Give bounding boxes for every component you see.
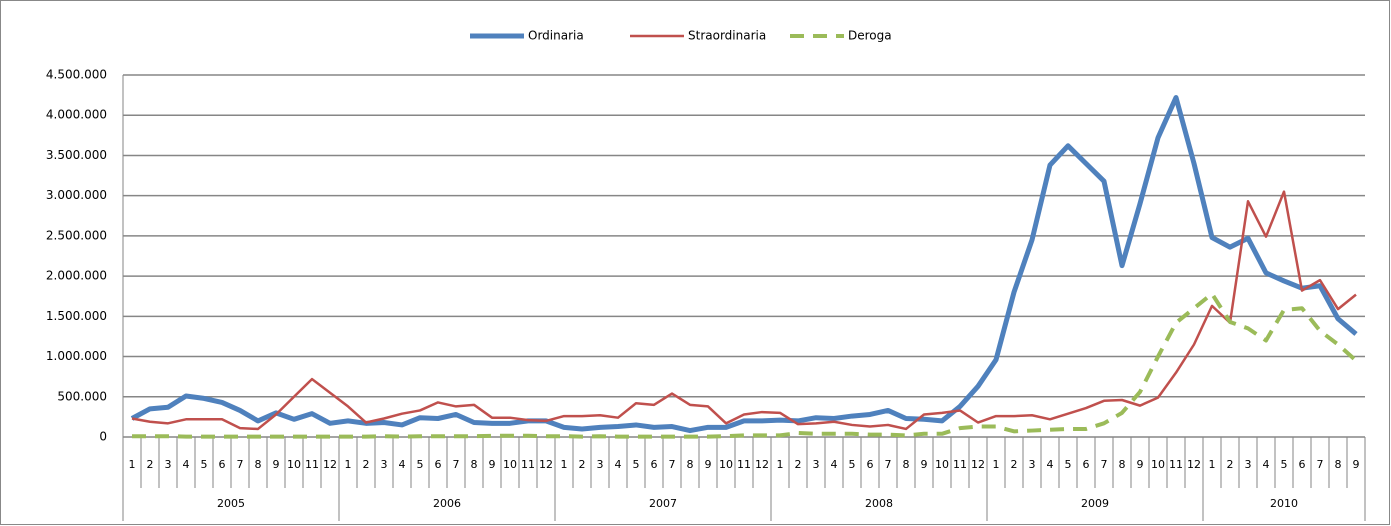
x-tick-label: 11 (737, 458, 751, 471)
x-tick-label: 11 (1169, 458, 1183, 471)
x-tick-label: 10 (935, 458, 949, 471)
year-label: 2006 (433, 497, 461, 510)
x-tick-label: 5 (849, 458, 856, 471)
x-tick-label: 9 (921, 458, 928, 471)
x-tick-label: 7 (669, 458, 676, 471)
x-tick-label: 6 (1299, 458, 1306, 471)
x-tick-label: 2 (795, 458, 802, 471)
x-tick-label: 8 (255, 458, 262, 471)
y-tick-label: 2.000.000 (46, 269, 107, 283)
x-tick-label: 11 (305, 458, 319, 471)
y-tick-label: 2.500.000 (46, 228, 107, 242)
y-tick-label: 1.000.000 (46, 349, 107, 363)
x-tick-label: 8 (1335, 458, 1342, 471)
x-tick-label: 5 (201, 458, 208, 471)
x-tick-label: 3 (813, 458, 820, 471)
x-tick-label: 11 (521, 458, 535, 471)
x-tick-label: 12 (971, 458, 985, 471)
x-tick-label: 9 (1353, 458, 1360, 471)
x-tick-label: 1 (1209, 458, 1216, 471)
year-label: 2009 (1081, 497, 1109, 510)
y-tick-label: 3.000.000 (46, 188, 107, 202)
y-tick-label: 4.000.000 (46, 108, 107, 122)
x-tick-label: 6 (435, 458, 442, 471)
x-tick-label: 2 (1227, 458, 1234, 471)
x-tick-label: 7 (453, 458, 460, 471)
x-tick-label: 9 (705, 458, 712, 471)
y-tick-label: 3.500.000 (46, 148, 107, 162)
x-tick-label: 7 (1317, 458, 1324, 471)
x-tick-label: 4 (1263, 458, 1270, 471)
x-tick-label: 8 (687, 458, 694, 471)
series-line (130, 95, 1358, 434)
x-tick-label: 10 (1151, 458, 1165, 471)
x-tick-label: 2 (1011, 458, 1018, 471)
x-tick-label: 5 (633, 458, 640, 471)
x-tick-label: 1 (993, 458, 1000, 471)
year-label: 2008 (865, 497, 893, 510)
x-tick-label: 4 (615, 458, 622, 471)
x-tick-label: 12 (539, 458, 553, 471)
x-tick-label: 6 (1083, 458, 1090, 471)
x-tick-label: 5 (417, 458, 424, 471)
x-tick-label: 3 (165, 458, 172, 471)
legend-label: Deroga (848, 29, 892, 43)
x-tick-label: 10 (287, 458, 301, 471)
x-tick-label: 6 (219, 458, 226, 471)
x-tick-label: 3 (1245, 458, 1252, 471)
series-line (131, 190, 1357, 431)
legend-label: Ordinaria (528, 29, 584, 43)
x-tick-label: 5 (1281, 458, 1288, 471)
x-tick-label: 9 (1137, 458, 1144, 471)
y-tick-label: 0 (99, 430, 107, 444)
year-label: 2010 (1270, 497, 1298, 510)
x-tick-label: 7 (237, 458, 244, 471)
x-tick-label: 1 (345, 458, 352, 471)
x-tick-label: 4 (399, 458, 406, 471)
x-tick-label: 8 (1119, 458, 1126, 471)
x-tick-label: 8 (471, 458, 478, 471)
x-tick-label: 3 (381, 458, 388, 471)
legend-label: Straordinaria (688, 29, 766, 43)
x-tick-label: 10 (503, 458, 517, 471)
x-tick-label: 3 (597, 458, 604, 471)
x-tick-label: 7 (885, 458, 892, 471)
x-tick-label: 12 (323, 458, 337, 471)
x-tick-label: 1 (561, 458, 568, 471)
x-tick-label: 12 (1187, 458, 1201, 471)
y-tick-label: 4.500.000 (46, 68, 107, 82)
x-tick-label: 8 (903, 458, 910, 471)
x-tick-label: 1 (129, 458, 136, 471)
x-tick-label: 12 (755, 458, 769, 471)
x-tick-label: 2 (147, 458, 154, 471)
year-label: 2005 (217, 497, 245, 510)
x-tick-label: 1 (777, 458, 784, 471)
y-tick-label: 1.500.000 (46, 309, 107, 323)
x-tick-label: 7 (1101, 458, 1108, 471)
x-tick-label: 2 (579, 458, 586, 471)
x-tick-label: 11 (953, 458, 967, 471)
x-tick-label: 10 (719, 458, 733, 471)
x-tick-label: 9 (273, 458, 280, 471)
x-tick-label: 4 (183, 458, 190, 471)
x-tick-label: 5 (1065, 458, 1072, 471)
x-tick-label: 9 (489, 458, 496, 471)
x-tick-label: 6 (651, 458, 658, 471)
x-tick-label: 2 (363, 458, 370, 471)
x-tick-label: 4 (831, 458, 838, 471)
y-tick-label: 500.000 (57, 389, 107, 403)
x-tick-label: 6 (867, 458, 874, 471)
x-tick-label: 4 (1047, 458, 1054, 471)
year-label: 2007 (649, 497, 677, 510)
x-tick-label: 3 (1029, 458, 1036, 471)
